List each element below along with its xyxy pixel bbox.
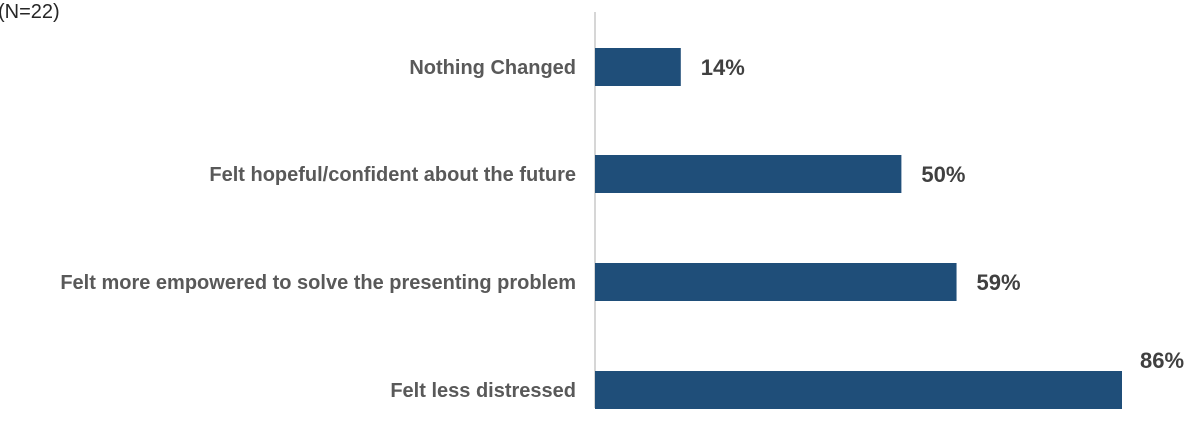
bar: [595, 371, 1122, 409]
bar-value-label: 50%: [921, 162, 965, 187]
bar: [595, 48, 681, 86]
bar: [595, 263, 957, 301]
bar-value-label: 86%: [1140, 348, 1184, 373]
category-label: Nothing Changed: [409, 57, 576, 79]
bar-value-label: 14%: [701, 55, 745, 80]
category-label: Felt less distressed: [390, 380, 576, 402]
bar-value-label: 59%: [977, 270, 1021, 295]
category-label: Felt more empowered to solve the present…: [60, 272, 576, 294]
bar: [595, 155, 902, 193]
sample-size-note: (N=22): [0, 1, 60, 23]
category-label: Felt hopeful/confident about the future: [209, 164, 576, 186]
